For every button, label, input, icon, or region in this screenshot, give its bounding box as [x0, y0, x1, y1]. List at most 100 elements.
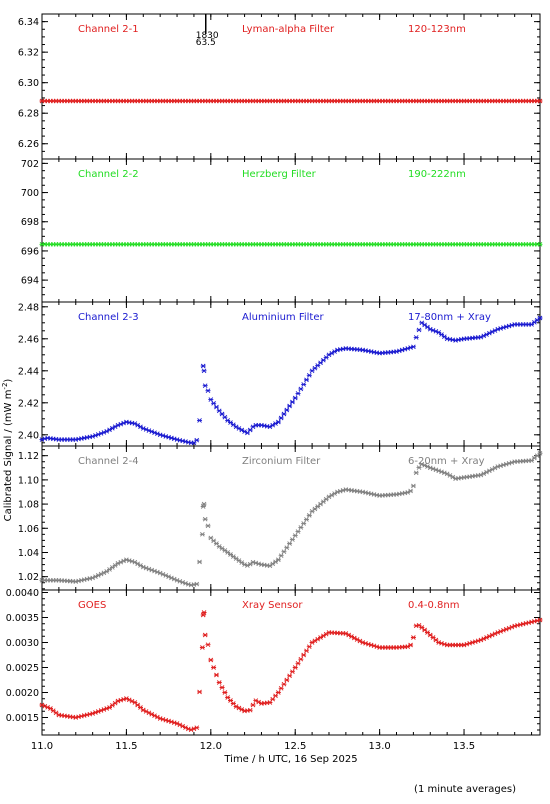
data-point: [531, 319, 537, 325]
x-tick-label: 13.0: [368, 741, 390, 752]
data-point: [537, 98, 543, 104]
x-tick-label: 13.5: [453, 741, 475, 752]
y-tick-label: 696: [21, 246, 39, 257]
filter-label: Lyman-alpha Filter: [242, 24, 335, 35]
data-point: [208, 657, 214, 663]
y-tick-label: 702: [21, 159, 39, 170]
data-point: [534, 317, 540, 323]
x-tick-label: 12.0: [200, 741, 222, 752]
data-point: [219, 411, 225, 417]
data-point: [306, 513, 312, 518]
data-point: [199, 645, 205, 650]
data-point: [270, 696, 276, 702]
panel-4: 1.02 1.04 1.06 1.08 1.10 1.12 Channel 2-4 Zirco…: [18, 445, 543, 591]
data-point: [197, 689, 203, 695]
marker-label-time: 1830: [196, 31, 219, 41]
band-label: 6-20nm + Xray: [408, 456, 485, 467]
data-point: [216, 544, 222, 549]
data-point: [222, 414, 228, 420]
data-point: [441, 334, 447, 339]
panel-1: 6.26 6.28 6.30 6.32 6.34 Channel 2-1 Lyman-alp…: [18, 13, 543, 160]
data-point: [537, 450, 543, 456]
data-point: [228, 420, 234, 425]
y-tick-label: 0.0015: [6, 713, 39, 724]
data-point: [284, 677, 290, 683]
data-point: [410, 344, 416, 350]
data-point: [230, 554, 236, 559]
data-point: [436, 330, 442, 335]
x-axis-label: Time / h UTC, 16 Sep 2025: [223, 754, 357, 765]
data-point: [200, 363, 206, 369]
data-point: [228, 552, 234, 557]
data-series: [39, 450, 543, 588]
data-point: [202, 632, 208, 638]
data-point: [287, 541, 293, 546]
y-tick-label: 698: [21, 217, 39, 228]
data-point: [267, 700, 273, 705]
data-series: [39, 98, 543, 104]
data-point: [213, 404, 219, 410]
panel-frame: [41, 158, 541, 303]
channel-label: Channel 2-1: [78, 24, 139, 35]
channel-label: Channel 2-4: [78, 456, 139, 467]
data-point: [298, 656, 304, 662]
data-point: [273, 559, 279, 565]
data-point: [205, 388, 211, 394]
data-point: [287, 403, 293, 409]
data-point: [292, 533, 298, 538]
data-point: [205, 642, 211, 648]
y-tick-label: 1.08: [18, 500, 39, 511]
data-point: [439, 332, 445, 337]
data-point: [287, 673, 293, 679]
data-point: [295, 391, 301, 396]
data-point: [295, 529, 301, 534]
data-point: [239, 560, 245, 565]
data-point: [306, 644, 312, 649]
y-tick-label: 700: [21, 188, 39, 199]
data-point: [222, 548, 228, 553]
band-label: 0.4-0.8nm: [408, 600, 460, 611]
data-point: [199, 532, 205, 537]
data-point: [194, 437, 200, 443]
y-tick-label: 6.28: [18, 109, 39, 120]
data-point: [289, 399, 295, 405]
y-tick-label: 6.32: [18, 48, 39, 59]
data-point: [213, 672, 219, 678]
data-point: [275, 690, 281, 695]
data-point: [47, 706, 53, 711]
data-point: [222, 690, 228, 695]
data-point: [303, 377, 309, 383]
y-tick-label: 2.48: [18, 302, 39, 313]
data-point: [284, 545, 290, 550]
data-point: [422, 322, 428, 328]
footnote: (1 minute averages): [414, 784, 516, 795]
y-tick-label: 0.0030: [6, 638, 39, 649]
data-point: [298, 525, 304, 530]
data-point: [225, 550, 231, 555]
data-point: [275, 557, 281, 563]
y-tick-label: 2.46: [18, 334, 39, 345]
panel-frame: [41, 445, 541, 591]
y-tick-label: 1.12: [18, 451, 39, 462]
data-point: [112, 563, 118, 568]
data-point: [236, 558, 242, 563]
x-tick-label: 12.5: [284, 741, 306, 752]
data-point: [278, 415, 284, 421]
data-point: [278, 686, 284, 691]
y-tick-label: 2.40: [18, 430, 39, 441]
data-point: [303, 517, 309, 522]
y-tick-label: 0.0035: [6, 613, 39, 624]
y-tick-label: 1.04: [18, 548, 39, 559]
data-point: [194, 725, 200, 731]
y-tick-label: 1.10: [18, 475, 39, 486]
filter-label: Aluminium Filter: [242, 312, 325, 323]
data-point: [284, 407, 290, 413]
channel-label: Channel 2-2: [78, 169, 139, 180]
data-point: [107, 567, 113, 572]
data-point: [233, 556, 239, 561]
data-point: [247, 561, 253, 567]
data-point: [270, 561, 276, 567]
data-point: [281, 681, 287, 687]
data-point: [537, 617, 543, 623]
x-tick-label: 11.5: [115, 741, 137, 752]
